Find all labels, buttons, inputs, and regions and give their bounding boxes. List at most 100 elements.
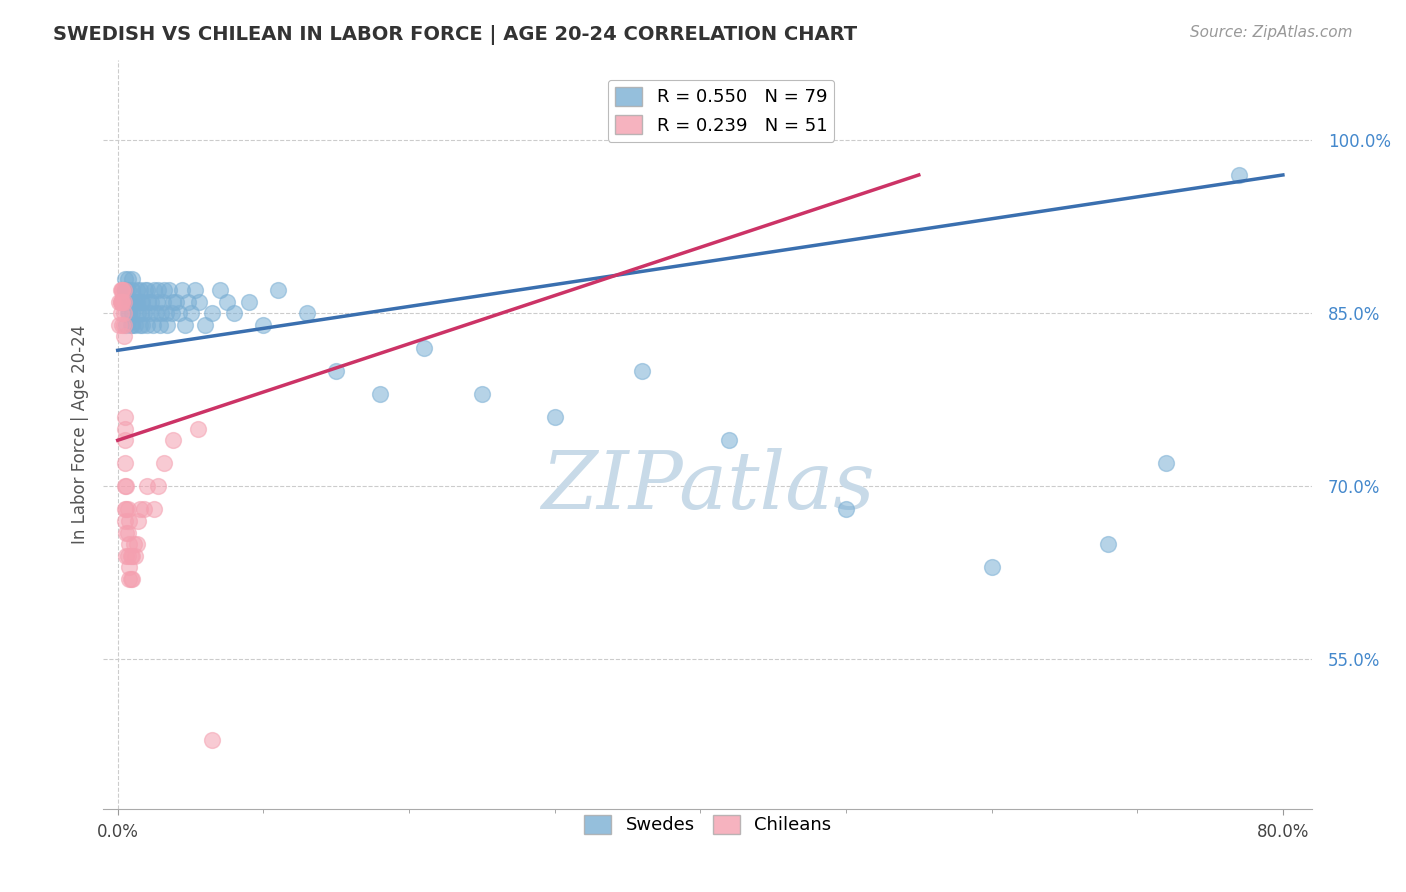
Point — [115, 318, 138, 332]
Point — [124, 294, 146, 309]
Point — [176, 294, 198, 309]
Point — [152, 294, 174, 309]
Point — [143, 283, 166, 297]
Y-axis label: In Labor Force | Age 20-24: In Labor Force | Age 20-24 — [72, 325, 89, 544]
Point — [117, 549, 139, 563]
Point — [117, 306, 139, 320]
Point — [114, 434, 136, 448]
Point — [121, 272, 143, 286]
Legend: Swedes, Chileans: Swedes, Chileans — [576, 808, 838, 842]
Point — [120, 572, 142, 586]
Point — [129, 306, 152, 320]
Point — [115, 283, 138, 297]
Point — [124, 318, 146, 332]
Point — [114, 283, 136, 297]
Point — [131, 318, 153, 332]
Point — [114, 410, 136, 425]
Point — [108, 294, 131, 309]
Text: SWEDISH VS CHILEAN IN LABOR FORCE | AGE 20-24 CORRELATION CHART: SWEDISH VS CHILEAN IN LABOR FORCE | AGE … — [53, 25, 858, 45]
Point — [115, 502, 138, 516]
Point — [125, 283, 148, 297]
Point — [118, 572, 141, 586]
Point — [112, 329, 135, 343]
Point — [114, 283, 136, 297]
Point — [325, 364, 347, 378]
Point — [184, 283, 207, 297]
Point — [118, 306, 141, 320]
Point — [129, 294, 152, 309]
Point — [114, 502, 136, 516]
Point — [120, 549, 142, 563]
Point — [110, 306, 132, 320]
Point — [631, 364, 654, 378]
Point — [112, 283, 135, 297]
Point — [173, 318, 195, 332]
Point — [114, 283, 136, 297]
Point — [112, 306, 135, 320]
Point — [121, 283, 143, 297]
Point — [111, 294, 134, 309]
Point — [124, 549, 146, 563]
Point — [201, 733, 224, 747]
Point — [120, 318, 142, 332]
Point — [115, 525, 138, 540]
Point — [149, 318, 172, 332]
Point — [194, 318, 217, 332]
Point — [108, 318, 131, 332]
Point — [1097, 537, 1119, 551]
Point — [132, 306, 155, 320]
Point — [125, 537, 148, 551]
Point — [136, 294, 159, 309]
Point — [208, 283, 231, 297]
Point — [165, 294, 187, 309]
Point — [127, 306, 149, 320]
Point — [114, 272, 136, 286]
Point — [118, 514, 141, 528]
Point — [117, 502, 139, 516]
Point — [148, 479, 170, 493]
Point — [1156, 456, 1178, 470]
Point — [110, 283, 132, 297]
Point — [135, 283, 157, 297]
Point — [112, 294, 135, 309]
Point — [125, 294, 148, 309]
Point — [118, 294, 141, 309]
Point — [157, 283, 180, 297]
Point — [131, 294, 153, 309]
Point — [215, 294, 238, 309]
Point — [128, 283, 150, 297]
Point — [135, 479, 157, 493]
Point — [201, 306, 224, 320]
Point — [155, 306, 177, 320]
Point — [114, 479, 136, 493]
Point — [114, 456, 136, 470]
Point — [111, 283, 134, 297]
Point — [120, 294, 142, 309]
Point — [543, 410, 565, 425]
Point — [162, 434, 184, 448]
Point — [110, 294, 132, 309]
Text: ZIPatlas: ZIPatlas — [541, 449, 875, 525]
Point — [835, 502, 858, 516]
Point — [128, 318, 150, 332]
Point — [295, 306, 318, 320]
Point — [153, 456, 176, 470]
Point — [188, 294, 211, 309]
Point — [412, 341, 434, 355]
Point — [128, 502, 150, 516]
Point — [112, 318, 135, 332]
Point — [167, 306, 190, 320]
Point — [114, 422, 136, 436]
Point — [118, 537, 141, 551]
Point — [156, 318, 179, 332]
Point — [142, 318, 165, 332]
Point — [121, 572, 143, 586]
Point — [121, 318, 143, 332]
Point — [117, 525, 139, 540]
Point — [114, 514, 136, 528]
Point — [160, 306, 183, 320]
Point — [111, 294, 134, 309]
Point — [111, 318, 134, 332]
Point — [122, 537, 145, 551]
Point — [132, 502, 155, 516]
